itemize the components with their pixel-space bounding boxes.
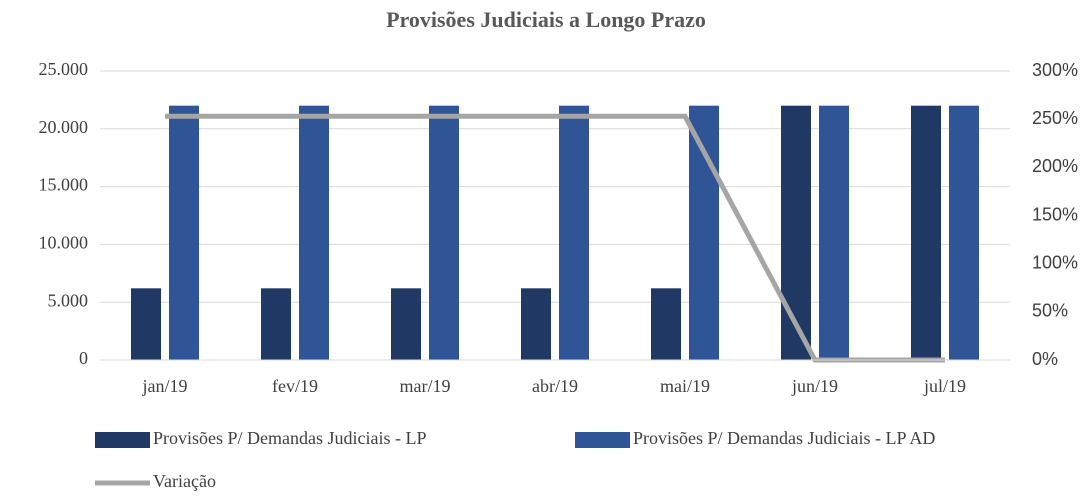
bar <box>689 105 719 361</box>
legend-swatch <box>575 432 630 448</box>
bar <box>299 105 329 361</box>
y2-tick-label: 200% <box>1032 156 1078 176</box>
x-tick-label: abr/19 <box>532 376 578 396</box>
bar <box>131 288 161 360</box>
y2-tick-label: 250% <box>1032 108 1078 128</box>
bar <box>651 288 681 360</box>
y2-tick-label: 0% <box>1032 349 1058 369</box>
y-tick-label: 15.000 <box>39 175 89 195</box>
chart-title: Provisões Judiciais a Longo Prazo <box>386 7 706 32</box>
y-tick-label: 10.000 <box>39 233 89 253</box>
bar <box>949 105 979 361</box>
bar <box>261 288 291 360</box>
legend-label: Provisões P/ Demandas Judiciais - LP AD <box>633 428 935 448</box>
x-tick-label: mar/19 <box>400 376 451 396</box>
x-tick-label: jul/19 <box>923 376 966 396</box>
bar <box>521 288 551 360</box>
legend-label: Variação <box>153 471 216 491</box>
y-tick-label: 25.000 <box>39 59 89 79</box>
bar <box>911 105 941 361</box>
y2-tick-label: 150% <box>1032 204 1078 224</box>
bar <box>169 105 199 361</box>
bar <box>781 105 811 361</box>
legend-label: Provisões P/ Demandas Judiciais - LP <box>153 428 426 448</box>
y-tick-label: 0 <box>79 348 88 368</box>
y-tick-label: 5.000 <box>48 290 89 310</box>
legend-swatch <box>95 432 150 448</box>
y2-tick-label: 50% <box>1032 301 1068 321</box>
x-tick-label: mai/19 <box>660 376 710 396</box>
x-tick-label: jan/19 <box>142 376 188 396</box>
y2-tick-label: 300% <box>1032 60 1078 80</box>
y-tick-label: 20.000 <box>39 117 89 137</box>
x-tick-label: jun/19 <box>791 376 838 396</box>
bar <box>391 288 421 360</box>
bar <box>819 105 849 361</box>
x-tick-label: fev/19 <box>272 376 318 396</box>
y2-tick-label: 100% <box>1032 252 1078 272</box>
bar <box>429 105 459 361</box>
bar <box>559 105 589 361</box>
